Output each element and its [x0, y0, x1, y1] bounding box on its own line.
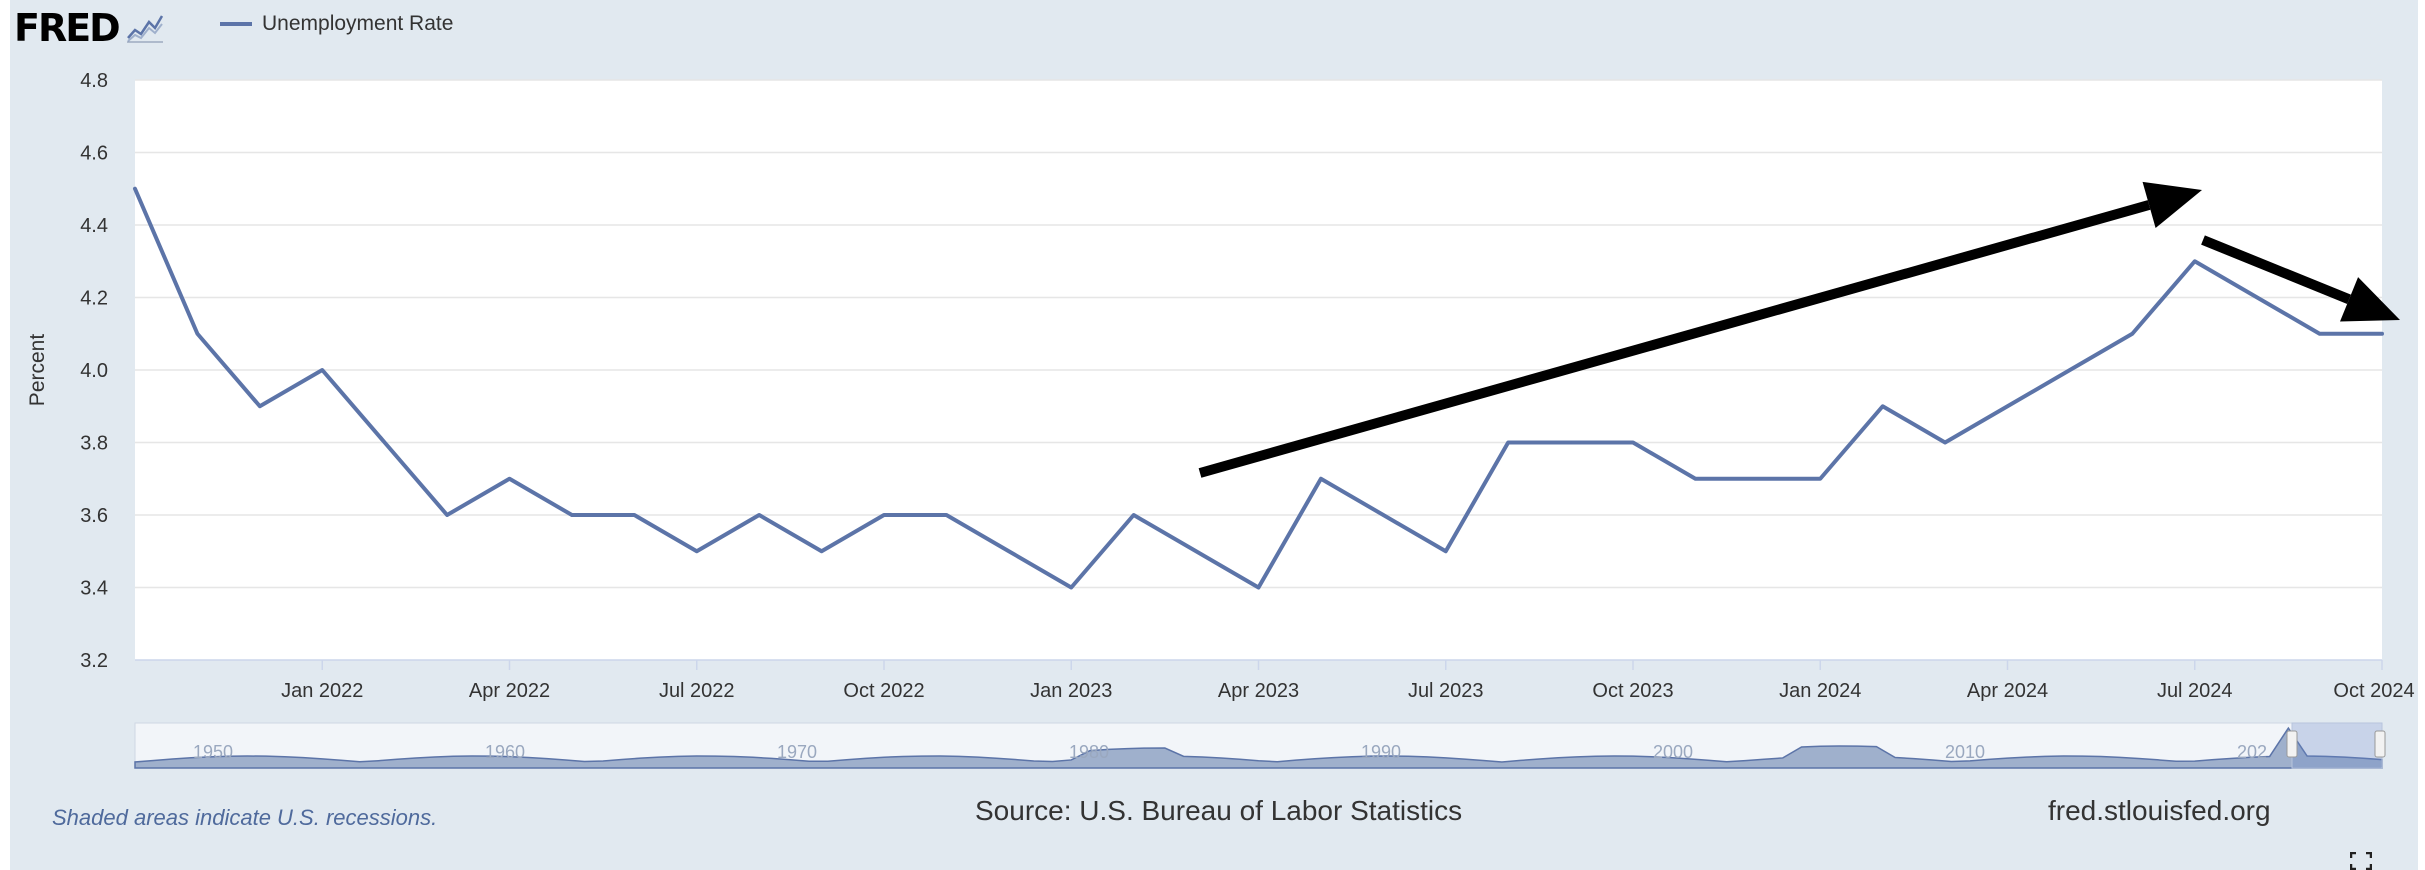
y-tick-label: 3.2 — [80, 650, 108, 672]
data-point — [2318, 332, 2322, 336]
data-point — [570, 513, 574, 517]
y-tick-label: 3.6 — [80, 505, 108, 527]
data-point — [445, 513, 449, 517]
legend-label: Unemployment Rate — [262, 12, 454, 35]
data-point — [1381, 513, 1385, 517]
fullscreen-icon[interactable] — [2350, 852, 2372, 870]
x-tick-label: Jan 2023 — [1030, 680, 1112, 702]
data-point — [1506, 441, 1510, 444]
x-tick-label: Jan 2024 — [1779, 680, 1861, 702]
y-tick-label: 4.2 — [80, 288, 108, 310]
data-point — [383, 441, 387, 444]
x-tick-label: Apr 2022 — [469, 680, 550, 702]
navigator-tick-label: 1970 — [777, 742, 817, 762]
data-point — [1007, 549, 1011, 553]
data-point — [1631, 441, 1635, 444]
site-url[interactable]: fred.stlouisfed.org — [2048, 795, 2271, 826]
data-point — [258, 404, 262, 408]
annotation-arrow-down-head — [2340, 277, 2400, 322]
data-point — [757, 513, 761, 517]
x-tick-label: Apr 2023 — [1218, 680, 1299, 702]
data-point — [508, 477, 511, 481]
navigator-series — [134, 726, 2383, 769]
data-point — [1319, 477, 1323, 481]
data-point — [1569, 441, 1573, 444]
y-tick-label: 4.6 — [80, 143, 108, 165]
data-point — [882, 513, 886, 517]
data-point — [1818, 477, 1822, 481]
navigator-handle[interactable] — [2374, 730, 2386, 758]
data-point — [133, 187, 137, 191]
fred-logo[interactable]: FRED — [14, 6, 165, 50]
data-point — [1881, 404, 1885, 408]
navigator-tick-label: 2010 — [1945, 742, 1985, 762]
x-tick-label: Jul 2022 — [659, 680, 735, 702]
x-tick-label: Oct 2024 — [2333, 680, 2414, 702]
data-point — [2255, 296, 2259, 299]
annotation-arrow-down-shaft — [2201, 235, 2351, 304]
data-point — [944, 513, 948, 517]
data-point — [632, 513, 636, 517]
data-point — [2193, 259, 2197, 263]
navigator-tick-label: 2000 — [1653, 742, 1693, 762]
annotation-arrow-up-head — [2142, 181, 2202, 229]
source-credit: Source: U.S. Bureau of Labor Statistics — [975, 795, 1463, 826]
recession-note: Shaded areas indicate U.S. recessions. — [52, 805, 438, 830]
line-chart-icon — [124, 12, 165, 44]
x-tick-label: Oct 2022 — [843, 680, 924, 702]
data-point — [1756, 477, 1760, 481]
navigator-handle[interactable] — [2286, 730, 2298, 758]
data-point — [2380, 332, 2384, 336]
data-point — [695, 549, 699, 553]
annotation-arrow-up-shaft — [1198, 200, 2151, 478]
navigator-selection — [2291, 722, 2383, 769]
navigator-tick-label: 1990 — [1361, 742, 1401, 762]
data-point — [1693, 477, 1697, 481]
data-point — [1069, 586, 1073, 589]
data-point — [2130, 332, 2134, 336]
data-point — [1444, 549, 1448, 553]
x-tick-label: Apr 2024 — [1967, 680, 2048, 702]
navigator-tick-label: 1960 — [485, 742, 525, 762]
data-point — [2068, 368, 2072, 372]
y-tick-label: 4.4 — [80, 215, 108, 237]
data-point — [2006, 404, 2009, 408]
data-point — [1257, 586, 1260, 589]
navigator-tick-label: 202 — [2237, 742, 2267, 762]
x-tick-label: Oct 2023 — [1592, 680, 1673, 702]
data-point — [1194, 549, 1198, 553]
y-tick-label: 3.8 — [80, 433, 108, 455]
data-point — [195, 332, 199, 336]
line-chart: 3.2 3.4 3.6 3.8 4.0 4.2 4.4 4.6 4.8 Percent Jan 20… — [26, 70, 2415, 769]
x-tick-label: Jul 2023 — [1408, 680, 1484, 702]
fred-logo-text: FRED — [14, 6, 121, 50]
data-point — [1943, 441, 1947, 444]
data-point — [820, 549, 824, 553]
x-tick-label: Jul 2024 — [2157, 680, 2233, 702]
chart-legend[interactable]: Unemployment Rate — [220, 12, 453, 36]
y-tick-label: 3.4 — [80, 578, 108, 600]
y-axis-title: Percent — [26, 334, 49, 407]
data-point — [320, 368, 324, 372]
navigator-tick-label: 1980 — [1069, 742, 1109, 762]
navigator-tick-label: 1950 — [193, 742, 233, 762]
data-point — [1132, 513, 1136, 517]
y-tick-label: 4.8 — [80, 70, 108, 92]
y-tick-label: 4.0 — [80, 360, 108, 382]
x-tick-label: Jan 2022 — [281, 680, 363, 702]
legend-swatch — [220, 22, 252, 26]
